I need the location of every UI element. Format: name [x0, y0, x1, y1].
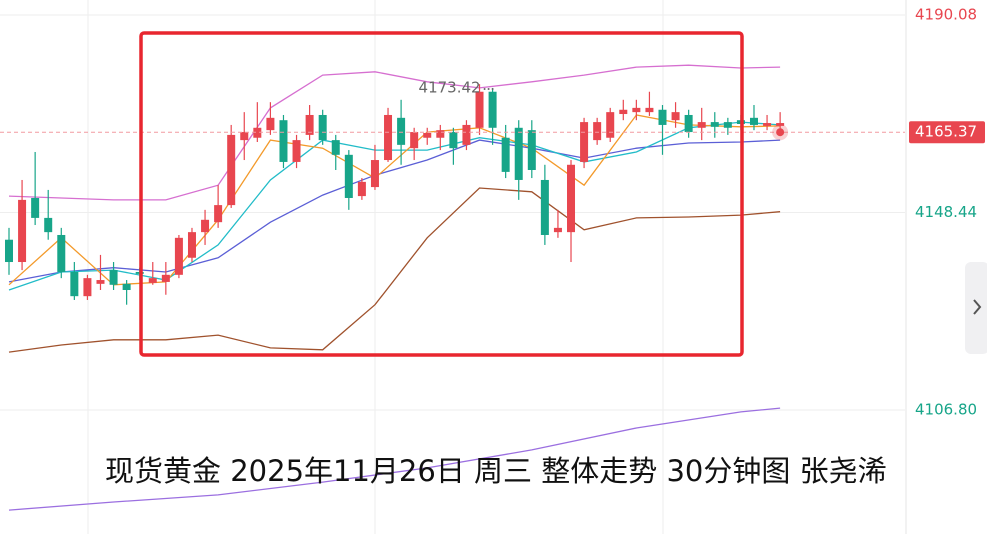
- candle-body: [187, 232, 196, 258]
- plot: 4173.42: [0, 14, 905, 511]
- candle-body: [18, 199, 27, 263]
- candle-body: [540, 179, 549, 235]
- candle-body: [684, 114, 693, 133]
- candle-body: [266, 117, 275, 131]
- button-bg[interactable]: [965, 262, 987, 354]
- candle-body: [201, 219, 210, 233]
- candle-body: [697, 122, 706, 128]
- last-price-dot: [776, 128, 785, 137]
- candle-body: [619, 109, 628, 115]
- candle-body: [671, 112, 680, 121]
- chart-title: 现货黄金 2025年11月26日 周三 整体走势 30分钟图 张尧浠: [105, 454, 887, 488]
- candle-body: [514, 127, 523, 180]
- candle-body: [31, 197, 40, 218]
- chevron-icon[interactable]: [973, 299, 982, 315]
- candle-body: [5, 239, 13, 263]
- candle-body: [279, 120, 288, 162]
- candle-body: [763, 123, 772, 126]
- candle-body: [397, 117, 406, 145]
- candle-body: [161, 274, 170, 282]
- candle-body: [44, 217, 53, 233]
- candle-body: [240, 132, 249, 141]
- annotation-dot: [491, 88, 494, 91]
- candle-body: [423, 133, 432, 138]
- candle-body: [488, 91, 497, 128]
- candle-body: [749, 117, 758, 125]
- candle-body: [632, 107, 641, 113]
- indicator-line: [8, 121, 781, 291]
- candle-body: [384, 114, 393, 161]
- candle-body: [57, 234, 66, 272]
- candle-body: [174, 237, 183, 275]
- candle-body: [122, 283, 131, 291]
- candle-body: [292, 140, 301, 162]
- candle-body: [593, 122, 602, 141]
- candle-body: [148, 278, 157, 283]
- candle-body: [567, 164, 576, 233]
- candle-body: [214, 205, 223, 223]
- indicator-line: [8, 407, 781, 511]
- candle-body: [70, 271, 79, 297]
- candle-body: [475, 91, 484, 128]
- price-tag-label: 4165.37: [915, 123, 977, 141]
- price-tag: [909, 121, 985, 144]
- candle-body: [318, 114, 327, 141]
- candle-body: [83, 278, 92, 297]
- annotation-dot: [487, 88, 490, 91]
- candle-body: [580, 122, 589, 162]
- candle-body: [723, 122, 732, 128]
- expand-button[interactable]: [965, 262, 987, 354]
- candle-body: [776, 123, 785, 126]
- candle-body: [331, 140, 340, 155]
- candle-body: [645, 107, 654, 113]
- candle-body: [96, 280, 105, 284]
- candle-body: [410, 132, 419, 149]
- candle-body: [462, 124, 471, 145]
- candle-body: [253, 127, 262, 138]
- candle-body: [227, 134, 236, 206]
- candle-body: [449, 132, 458, 149]
- y-tick-label: 4148.44: [915, 203, 977, 221]
- y-tick-label: 4106.80: [915, 401, 977, 419]
- y-tick-label: 4190.08: [915, 5, 977, 23]
- candle-body: [553, 227, 562, 233]
- candle-body: [658, 109, 667, 125]
- candle-body: [109, 270, 118, 285]
- candle-body: [436, 130, 445, 138]
- candle-body: [305, 114, 314, 135]
- candle-body: [357, 181, 366, 197]
- candle-body: [344, 154, 353, 198]
- annotation-dot: [483, 88, 486, 91]
- candle-body: [606, 112, 615, 138]
- candle-body: [501, 137, 510, 172]
- high-annotation: 4173.42: [419, 79, 481, 97]
- highlight-box: [139, 31, 744, 357]
- candle-body: [527, 130, 536, 170]
- grid: [87, 0, 907, 534]
- candle-body: [710, 122, 719, 127]
- candle-body: [370, 160, 379, 188]
